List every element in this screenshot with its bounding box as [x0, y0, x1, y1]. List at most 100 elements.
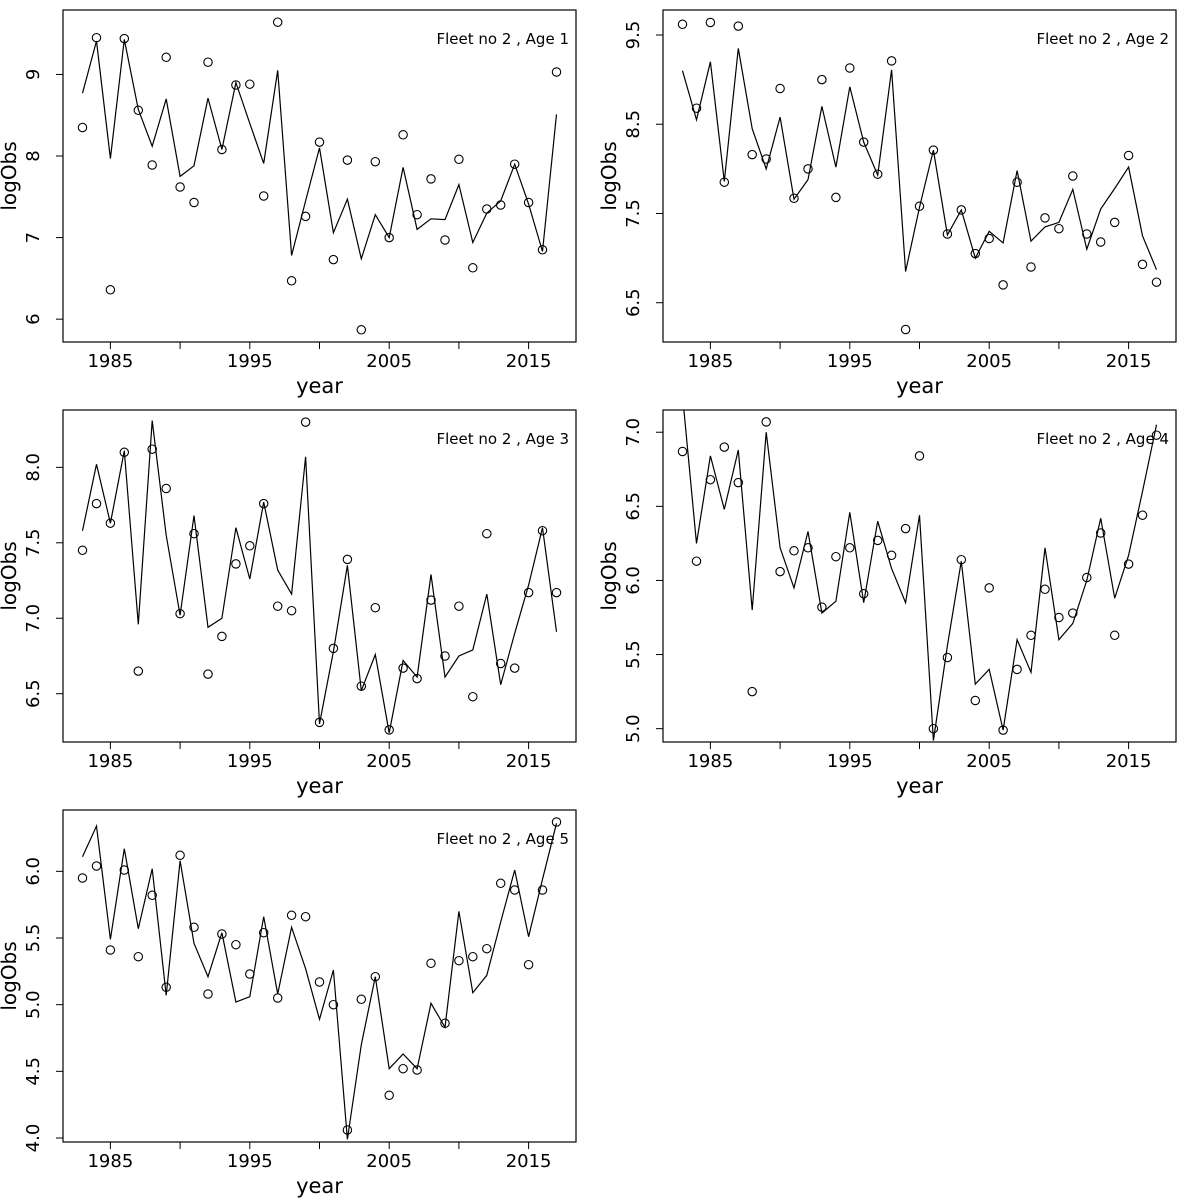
obs-point	[970, 695, 981, 706]
obs-point	[747, 686, 757, 697]
obs-point	[398, 130, 408, 140]
obs-point	[495, 658, 506, 669]
obs-point	[370, 156, 381, 167]
obs-point	[886, 56, 897, 66]
obs-point	[468, 263, 478, 273]
obs-point	[1123, 559, 1134, 569]
obs-point	[384, 725, 394, 735]
y-tick-label: 6	[23, 313, 44, 324]
obs-point	[998, 725, 1008, 735]
x-tick-label: 2015	[506, 751, 552, 772]
obs-point	[1109, 217, 1120, 228]
observation-points	[77, 817, 562, 1135]
obs-point	[537, 885, 548, 895]
obs-point	[984, 583, 994, 593]
obs-point	[900, 324, 911, 335]
obs-point	[426, 174, 436, 184]
fit-line	[81, 420, 558, 734]
obs-point	[942, 652, 953, 663]
y-tick-label: 5.0	[623, 714, 644, 743]
panel-title: Fleet no 2 , Age 2	[1036, 30, 1169, 48]
obs-point	[1026, 630, 1036, 641]
x-tick-label: 2015	[506, 351, 552, 372]
obs-point	[384, 232, 394, 243]
panel-border	[662, 409, 1177, 743]
fitplot-age-3: 1985 1995 2005 2015 6.5 7.0 7.5 8.0 year logObs Fl…	[0, 409, 577, 798]
obs-point	[258, 927, 269, 938]
obs-point	[872, 169, 883, 179]
obs-point	[509, 159, 520, 169]
y-tick-label: 7	[23, 232, 44, 243]
obs-point	[105, 518, 116, 528]
chart-cell-age-2: 1985 1995 2005 2015 6.5 7.5 8.5 9.5 year logObs Fl…	[600, 0, 1200, 400]
fitplot-age-2: 1985 1995 2005 2015 6.5 7.5 8.5 9.5 year logObs Fl…	[600, 9, 1177, 398]
obs-point	[105, 945, 116, 955]
obs-point	[831, 192, 841, 203]
y-tick-label: 5.5	[23, 924, 44, 953]
x-axis-label: year	[896, 774, 943, 798]
obs-point	[91, 32, 102, 43]
obs-point	[328, 999, 339, 1010]
x-axis-label: year	[896, 374, 943, 398]
obs-point	[1026, 262, 1036, 272]
obs-point	[914, 451, 925, 461]
obs-point	[495, 200, 506, 210]
obs-point	[872, 535, 883, 546]
obs-point	[831, 551, 841, 562]
obs-point	[77, 122, 88, 133]
obs-point	[1012, 177, 1022, 187]
obs-point	[370, 602, 381, 613]
obs-point	[133, 105, 144, 116]
obs-point	[858, 137, 869, 147]
y-tick-label: 7.5	[23, 528, 44, 557]
obs-point	[482, 528, 492, 539]
obs-point	[719, 442, 730, 452]
x-tick-label: 2005	[366, 1151, 412, 1172]
obs-point	[398, 1063, 408, 1074]
obs-point	[77, 545, 88, 556]
obs-point	[509, 885, 520, 895]
obs-point	[217, 144, 227, 155]
obs-point	[914, 201, 925, 212]
obs-point	[1068, 171, 1078, 181]
fitplot-age-5: 1985 1995 2005 2015 4.0 4.5 5.0 5.5 6.0 year logOb…	[0, 809, 577, 1198]
obs-point	[384, 1090, 394, 1101]
observation-points	[677, 17, 1162, 335]
panel-title: Fleet no 2 , Age 4	[1036, 430, 1169, 448]
obs-point	[77, 873, 88, 883]
y-tick-label: 8.0	[23, 453, 44, 482]
y-tick-label: 4.0	[23, 1124, 44, 1153]
obs-point	[189, 197, 199, 208]
obs-point	[523, 587, 534, 598]
obs-point	[761, 154, 771, 164]
x-tick-label: 1995	[227, 351, 273, 372]
chart-cell-age-1: 1985 1995 2005 2015 6 7 8 9 year logObs Fleet no 2…	[0, 0, 600, 400]
obs-point	[231, 939, 241, 950]
obs-point	[342, 554, 353, 565]
obs-point	[314, 977, 325, 987]
x-tick-label: 1985	[687, 351, 733, 372]
y-tick-label: 7.0	[23, 604, 44, 633]
y-tick-label: 9	[23, 69, 44, 80]
obs-point	[789, 193, 799, 204]
fit-line	[681, 48, 1158, 272]
obs-point	[551, 67, 562, 77]
y-axis-label: logObs	[0, 541, 21, 610]
x-axis-label: year	[296, 1174, 343, 1198]
fitplot-age-1: 1985 1995 2005 2015 6 7 8 9 year logObs Fleet no 2…	[0, 9, 577, 398]
obs-point	[677, 446, 688, 457]
obs-point	[217, 929, 227, 939]
y-axis-label: logObs	[600, 541, 621, 610]
obs-point	[1151, 430, 1162, 440]
obs-point	[147, 444, 157, 454]
y-tick-label: 5.0	[23, 990, 44, 1019]
y-axis-label: logObs	[0, 941, 21, 1010]
empty-cell	[600, 800, 1200, 1200]
x-tick-label: 2005	[366, 351, 412, 372]
chart-cell-age-4: 1985 1995 2005 2015 5.0 5.5 6.0 6.5 7.0 year logOb…	[600, 400, 1200, 800]
obs-point	[454, 601, 464, 611]
fitplot-age-4: 1985 1995 2005 2015 5.0 5.5 6.0 6.5 7.0 year logOb…	[600, 409, 1177, 798]
obs-point	[147, 160, 157, 170]
chart-cell-age-5: 1985 1995 2005 2015 4.0 4.5 5.0 5.5 6.0 year logOb…	[0, 800, 600, 1200]
obs-point	[286, 605, 297, 616]
